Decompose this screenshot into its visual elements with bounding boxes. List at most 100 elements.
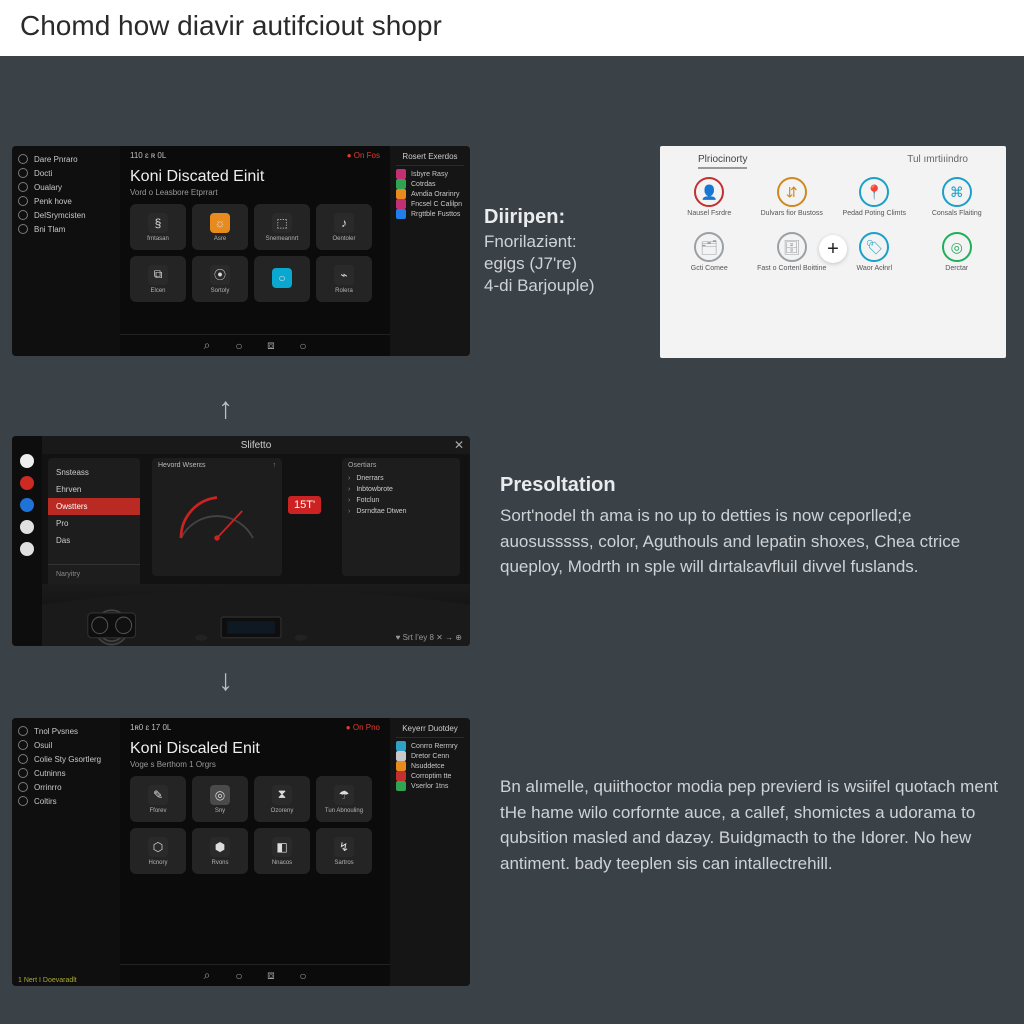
sidebar-item[interactable]: Tnol Pvsnes [18,726,114,736]
color-swatch-icon [396,741,406,751]
bottom-nav: ⌕ ○ ⧈ ○ [120,964,390,986]
nav-icon[interactable]: ○ [232,339,246,353]
app-tile[interactable]: ○ [254,256,310,302]
list-item[interactable]: Fotclun [348,497,454,504]
nav-icon[interactable]: ○ [232,969,246,983]
option-cell[interactable]: 🏷Waor Acłnrl [835,232,914,281]
app-tile[interactable]: ⬚Snemeannrt [254,204,310,250]
panel-subtitle: Vord o Leasbore Etprrart [130,188,218,197]
sidebar-item-label: Tnol Pvsnes [34,727,78,736]
app-tile[interactable]: ⬢Rvons [192,828,248,874]
list-item[interactable]: Dsrndtae Dtwen [348,508,454,515]
sidebar-item[interactable]: Cutninns [18,768,114,778]
nav-icon[interactable]: ⌕ [200,969,214,983]
nav-icon[interactable]: ○ [296,969,310,983]
tile-icon: ⬡ [148,837,168,857]
rail-dot[interactable] [20,520,34,534]
left-rail [12,436,42,646]
app-tile[interactable]: ⧗Ozoreny [254,776,310,822]
sidebar-item-label: Cutninns [34,769,66,778]
panel-topbar: 110 ɛ ʀ 0L ● On Fos [120,146,390,164]
option-caption: Fast o Cortenl Boittine [757,265,826,281]
right-item[interactable]: Vserlor 1tns [396,781,464,791]
right-item-label: Nsuddetce [411,763,444,770]
menu-item[interactable]: Das [48,532,140,549]
rail-dot[interactable] [20,476,34,490]
gauge-arc [172,475,262,545]
tile-label: Elcen [150,288,165,294]
app-tile[interactable]: ◧Nnacos [254,828,310,874]
tile-label: Sortoly [211,288,230,294]
option-cell[interactable]: 🗄Fast o Cortenl Boittine [753,232,832,281]
sidebar-item[interactable]: Coltirs [18,796,114,806]
right-item[interactable]: Rrgttble Fusttos [396,209,464,219]
right-item[interactable]: Conrro Rerrnry [396,741,464,751]
color-swatch-icon [396,169,406,179]
sidebar-item[interactable]: Colie Sty Gsortlerg [18,754,114,764]
option-cell[interactable]: ◎Derctar [918,232,997,281]
right-item[interactable]: Cotrdas [396,179,464,189]
right-item[interactable]: Avndia Orarinry [396,189,464,199]
tile-icon: ⌁ [334,265,354,285]
app-tile[interactable]: §frntasan [130,204,186,250]
app-tile[interactable]: ◎Sny [192,776,248,822]
app-tile[interactable]: ♪Oentoler [316,204,372,250]
option-cell[interactable]: 🗂Gcti Comee [670,232,749,281]
sidebar-item[interactable]: Dare Pnraro [18,154,114,164]
nav-icon[interactable]: ⧈ [264,339,278,353]
app-tile[interactable]: ⧉Elcen [130,256,186,302]
option-cell[interactable]: ⌘Consals Flaiting [918,177,997,226]
right-item[interactable]: Corroptim tte [396,771,464,781]
right-item-label: Isbyre Rasy [411,171,448,178]
rail-dot[interactable] [20,542,34,556]
right-item-label: Corroptim tte [411,773,451,780]
sidebar-item[interactable]: DelSrymcisten [18,210,114,220]
menu-item[interactable]: Pro [48,515,140,532]
sidebar-item-label: Oualary [34,183,62,192]
color-swatch-icon [396,771,406,781]
app-tile[interactable]: ✎Fforev [130,776,186,822]
sidebar-item[interactable]: Bni Tlam [18,224,114,234]
sidebar-item[interactable]: Orrinrro [18,782,114,792]
right-item[interactable]: Nsuddetce [396,761,464,771]
right-item[interactable]: Fncsel C Calilpn [396,199,464,209]
arrow-down-icon: ↓ [218,664,233,698]
app-tile[interactable]: ↯Sartros [316,828,372,874]
annotation-line: Fnorilaziənt: [484,231,654,253]
right-item[interactable]: Dretor Cenn [396,751,464,761]
nav-icon[interactable]: ⧈ [264,969,278,983]
tab-primary[interactable]: Plriocinorty [698,154,747,169]
close-icon[interactable]: ✕ [454,438,464,452]
app-tile[interactable]: ⬡Hcnory [130,828,186,874]
add-button[interactable]: + [819,235,847,263]
nav-icon[interactable]: ⌕ [200,339,214,353]
sidebar-item-label: Coltirs [34,797,57,806]
list-item[interactable]: Dnerrars [348,475,454,482]
color-swatch-icon [396,179,406,189]
option-cell[interactable]: 📍Pedad Poting Climts [835,177,914,226]
list-item[interactable]: Inbtowbrote [348,486,454,493]
option-cell[interactable]: ⇵Dulvars fior Bustoss [753,177,832,226]
menu-item[interactable]: Snsteass [48,464,140,481]
menu-item[interactable]: Owstters [48,498,140,515]
annotation-line: 4-di Barjouple) [484,275,654,297]
rail-dot[interactable] [20,498,34,512]
app-tile[interactable]: ☼Asre [192,204,248,250]
bullet-icon [18,182,28,192]
right-item-label: Cotrdas [411,181,436,188]
app-tile[interactable]: ⌁Rolera [316,256,372,302]
right-item[interactable]: Isbyre Rasy [396,169,464,179]
sidebar-item[interactable]: Docti [18,168,114,178]
sidebar-item[interactable]: Penk hove [18,196,114,206]
sidebar-item[interactable]: Osuil [18,740,114,750]
rail-dot[interactable] [20,454,34,468]
option-cell[interactable]: 👤Nausel Fsrdre [670,177,749,226]
nav-icon[interactable]: ○ [296,339,310,353]
sidebar-item[interactable]: Oualary [18,182,114,192]
bottom-nav: ⌕ ○ ⧈ ○ [120,334,390,356]
app-tile[interactable]: ☂Tun Abnouling [316,776,372,822]
tabs[interactable]: Plriocinorty Tul ımrtiıindro [670,154,996,177]
menu-item[interactable]: Ehrven [48,481,140,498]
tab-secondary[interactable]: Tul ımrtiıindro [907,154,968,169]
app-tile[interactable]: ⦿Sortoly [192,256,248,302]
